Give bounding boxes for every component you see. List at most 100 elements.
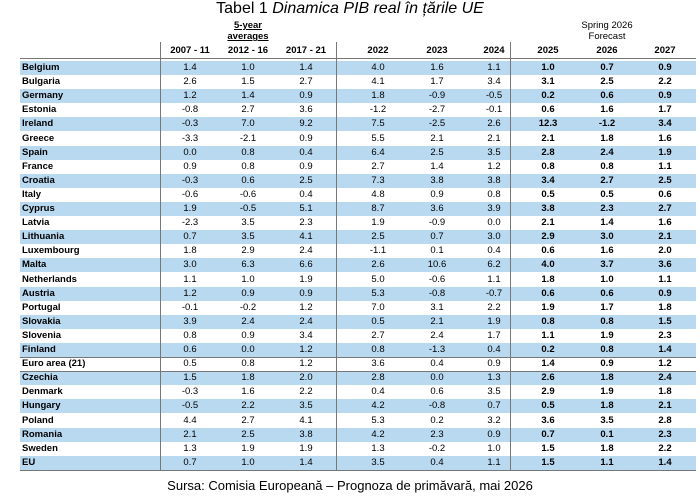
value: 3.6 <box>371 358 385 370</box>
value: 2.1 <box>430 132 444 144</box>
value: 0.7 <box>183 231 197 243</box>
value: 0.5 <box>541 188 555 200</box>
value: 0.5 <box>600 188 614 200</box>
value: -0.3 <box>181 118 199 130</box>
value: 0.2 <box>430 414 444 426</box>
value: 3.6 <box>658 259 672 271</box>
value: 1.9 <box>241 442 255 454</box>
value: 2.2 <box>658 442 672 454</box>
value: 1.7 <box>430 76 444 88</box>
value: 5.1 <box>299 203 313 214</box>
row-band <box>20 399 696 414</box>
value: -2.5 <box>428 118 446 130</box>
value: -1.2 <box>369 104 387 116</box>
value: 2.1 <box>183 428 197 440</box>
group-header: 5-year averages <box>188 20 308 42</box>
value: 9.2 <box>299 118 313 130</box>
country: Netherlands <box>22 273 77 285</box>
country: Belgium <box>22 62 60 73</box>
country: Luxembourg <box>22 245 80 257</box>
value: 12.3 <box>538 118 558 130</box>
group-line: averages <box>227 31 269 42</box>
value: 2.6 <box>541 372 555 384</box>
country: Denmark <box>22 386 63 398</box>
country: Cyprus <box>22 203 55 214</box>
value: 3.8 <box>541 203 555 214</box>
value: 1.4 <box>430 160 444 172</box>
value: 6.3 <box>241 259 255 271</box>
value: 0.4 <box>299 146 313 158</box>
value: 4.0 <box>541 259 555 271</box>
value: 2.1 <box>541 132 555 144</box>
row-rule <box>20 371 696 373</box>
value: 1.4 <box>600 217 614 229</box>
value: 2.7 <box>658 203 672 214</box>
value: 0.9 <box>299 90 313 102</box>
row-band <box>20 343 696 357</box>
country: Euro area (21) <box>22 358 86 370</box>
value: 3.2 <box>487 414 501 426</box>
value: 0.9 <box>241 329 255 341</box>
value: 2.7 <box>299 76 313 88</box>
value: 1.3 <box>487 372 501 384</box>
value: -0.9 <box>428 90 446 102</box>
value: 0.9 <box>658 62 672 73</box>
value: -0.3 <box>181 386 199 398</box>
value: 1.1 <box>487 273 501 285</box>
value: 2.5 <box>430 146 444 158</box>
value: 0.9 <box>658 287 672 299</box>
value: 0.8 <box>183 329 197 341</box>
value: 2.8 <box>658 414 672 426</box>
row-band <box>20 145 696 160</box>
column-header: 2025 <box>537 45 559 56</box>
country: France <box>22 160 54 172</box>
value: 1.4 <box>658 344 672 355</box>
country: Poland <box>22 414 54 426</box>
value: 3.6 <box>299 104 313 116</box>
value: 0.6 <box>541 245 555 257</box>
value: 0.7 <box>487 400 501 412</box>
value: 6.6 <box>299 259 313 271</box>
value: 2.6 <box>487 118 501 130</box>
row-band <box>20 427 696 442</box>
value: 4.1 <box>299 414 313 426</box>
value: 5.3 <box>371 287 385 299</box>
value: 4.8 <box>371 188 385 200</box>
value: -2.7 <box>428 104 446 116</box>
value: 0.0 <box>241 344 255 355</box>
value: 2.9 <box>241 245 255 257</box>
value: -1.2 <box>598 118 616 130</box>
value: 2.2 <box>487 301 501 313</box>
value: 2.0 <box>299 372 313 384</box>
value: 0.4 <box>430 358 444 370</box>
group-line: 5-year <box>234 20 262 31</box>
value: -0.1 <box>181 301 199 313</box>
value: 1.8 <box>371 90 385 102</box>
value: 1.6 <box>658 217 672 229</box>
country: Lithuania <box>22 231 65 243</box>
value: 1.4 <box>299 456 313 468</box>
value: 1.0 <box>541 62 555 73</box>
value: 0.8 <box>371 344 385 355</box>
value: 0.9 <box>487 428 501 440</box>
value: 2.1 <box>487 132 501 144</box>
value: -0.8 <box>428 400 446 412</box>
value: 0.8 <box>487 188 501 200</box>
value: 3.0 <box>487 231 501 243</box>
value: 2.5 <box>299 174 313 186</box>
value: 1.9 <box>600 329 614 341</box>
value: 1.3 <box>371 442 385 454</box>
value: 0.0 <box>183 146 197 158</box>
country: Germany <box>22 90 64 102</box>
value: 5.5 <box>371 132 385 144</box>
value: 2.4 <box>299 245 313 257</box>
column-rule <box>336 42 337 470</box>
value: 1.1 <box>658 273 672 285</box>
value: 2.3 <box>600 203 614 214</box>
value: 0.4 <box>299 188 313 200</box>
value: 0.6 <box>541 104 555 116</box>
row-band <box>20 89 696 104</box>
title-italic: Dinamica PIB real în țările UE <box>272 0 484 17</box>
value: 1.2 <box>487 160 501 172</box>
